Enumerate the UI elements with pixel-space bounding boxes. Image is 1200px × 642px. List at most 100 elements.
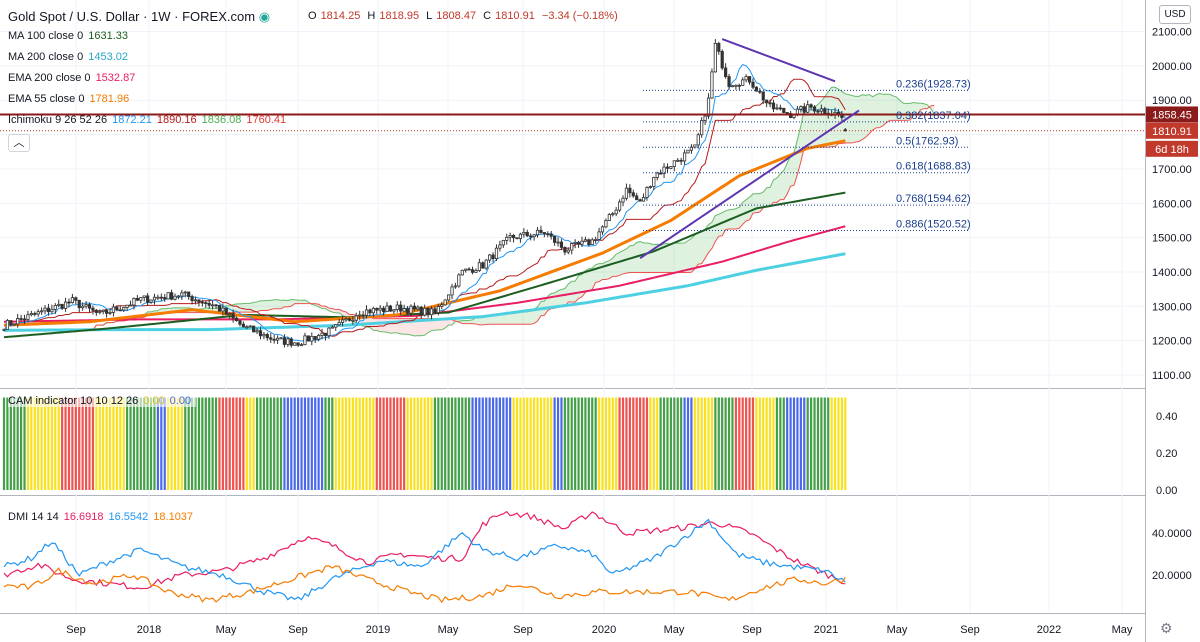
legend-dmi[interactable]: DMI 14 14 16.6918 16.5542 18.1037	[8, 511, 194, 523]
candle-body	[597, 231, 601, 240]
cam-bar	[639, 397, 642, 490]
cam-bar	[686, 397, 690, 490]
cloud-segment	[568, 281, 572, 302]
candle-body	[785, 112, 789, 114]
cam-bar	[450, 397, 454, 490]
cam-bar	[50, 397, 53, 490]
candle-body	[378, 307, 382, 311]
candle-body	[293, 342, 297, 346]
legend-ma100[interactable]: MA 100 close 0 1631.33	[8, 30, 128, 42]
candle-body	[221, 307, 225, 312]
cloud-segment	[763, 187, 767, 208]
rising-trendline	[639, 109, 860, 260]
cam-bar	[669, 397, 672, 490]
cam-bar	[433, 397, 437, 490]
cam-bar	[491, 397, 495, 490]
candle-body	[576, 241, 581, 245]
cam-bar	[803, 397, 806, 490]
candle-body	[621, 197, 625, 203]
cam-bar	[649, 397, 652, 490]
cam-bar	[792, 397, 796, 490]
candle-body	[399, 304, 403, 312]
candle-body	[566, 249, 570, 253]
legend-ichimoku[interactable]: Ichimoku 9 26 52 26 1872.21 1890.16 1836.08…	[8, 114, 287, 126]
cam-bar	[751, 397, 755, 490]
legend-ma200[interactable]: MA 200 close 0 1453.02	[8, 51, 128, 63]
time-tick-label: May	[664, 624, 685, 636]
collapse-legend-button[interactable]: ︿	[8, 134, 30, 152]
legend-cam[interactable]: CAM indicator 10 10 12 26 0.00 0.00	[8, 395, 197, 407]
candle-body	[60, 303, 64, 309]
candle-body	[765, 99, 769, 104]
gear-icon[interactable]: ⚙	[1160, 620, 1173, 636]
candle-body	[173, 295, 177, 300]
cloud-segment	[817, 100, 822, 148]
cam-bar	[23, 397, 26, 490]
candle-body	[782, 107, 786, 113]
cam-bar	[235, 397, 238, 490]
cloud-segment	[811, 107, 815, 148]
cam-bar	[61, 397, 64, 490]
dmi-tick-label: 20.0000	[1152, 570, 1192, 582]
candle-body	[446, 294, 451, 301]
cloud-segment	[879, 93, 883, 128]
price-tag-label: 1810.91	[1152, 126, 1192, 138]
time-tick-label: May	[887, 624, 908, 636]
cloud-segment	[667, 243, 671, 273]
falling-trendline	[721, 38, 836, 83]
candle-body	[152, 296, 157, 301]
currency-button[interactable]: USD	[1159, 5, 1191, 24]
cam-bar	[426, 397, 430, 490]
price-tag	[1146, 140, 1198, 157]
cloud-segment	[882, 94, 887, 126]
candle-body	[385, 305, 389, 313]
cloud-segment	[766, 187, 771, 207]
cloud-segment	[876, 93, 880, 128]
legend-ema55[interactable]: EMA 55 close 0 1781.96	[8, 93, 130, 105]
symbol-title[interactable]: Gold Spot / U.S. Dollar · 1W · FOREX.com…	[8, 9, 271, 24]
candle-body	[135, 298, 139, 301]
price-tick-label: 1700.00	[1152, 164, 1192, 176]
cam-bar	[416, 397, 419, 490]
cam-bar	[177, 397, 180, 490]
cam-bar	[95, 397, 98, 490]
cloud-segment	[636, 241, 641, 273]
cloud-segment	[479, 316, 483, 325]
candle-body	[611, 213, 615, 216]
cloud-segment	[619, 250, 624, 276]
cloud-segment	[824, 91, 829, 148]
cloud-segment	[469, 319, 473, 324]
cam-bar	[122, 397, 125, 490]
cam-bar	[597, 397, 601, 490]
cam-bar	[844, 397, 847, 490]
candle-body	[67, 301, 71, 304]
candle-body	[118, 309, 122, 312]
cam-bar	[727, 397, 731, 490]
candle-body	[344, 318, 348, 321]
cam-bar	[505, 397, 508, 490]
fib-label: 0.886(1520.52)	[896, 219, 971, 231]
cloud-segment	[291, 299, 295, 307]
time-tick-label: 2021	[814, 624, 838, 636]
candle-body	[361, 314, 365, 317]
candle-body	[659, 172, 663, 175]
cloud-segment	[886, 94, 890, 123]
cloud-segment	[616, 252, 620, 277]
cam-bar	[731, 397, 734, 490]
cloud-segment	[609, 258, 613, 279]
legend-ema200[interactable]: EMA 200 close 0 1532.87	[8, 72, 136, 84]
cam-bar	[266, 397, 269, 490]
candle-body	[679, 159, 683, 162]
cam-bar	[355, 397, 358, 490]
time-tick-label: 2020	[592, 624, 616, 636]
price-tick-label: 1300.00	[1152, 301, 1192, 313]
cam-bar	[621, 397, 625, 490]
candle-body	[405, 308, 410, 314]
cloud-segment	[855, 96, 859, 142]
cam-bar	[211, 397, 214, 490]
time-tick-label: May	[1112, 624, 1133, 636]
cam-bar	[225, 397, 228, 490]
candle-body	[518, 233, 523, 240]
price-tick-label: 1900.00	[1152, 95, 1192, 107]
cloud-segment	[428, 318, 432, 333]
